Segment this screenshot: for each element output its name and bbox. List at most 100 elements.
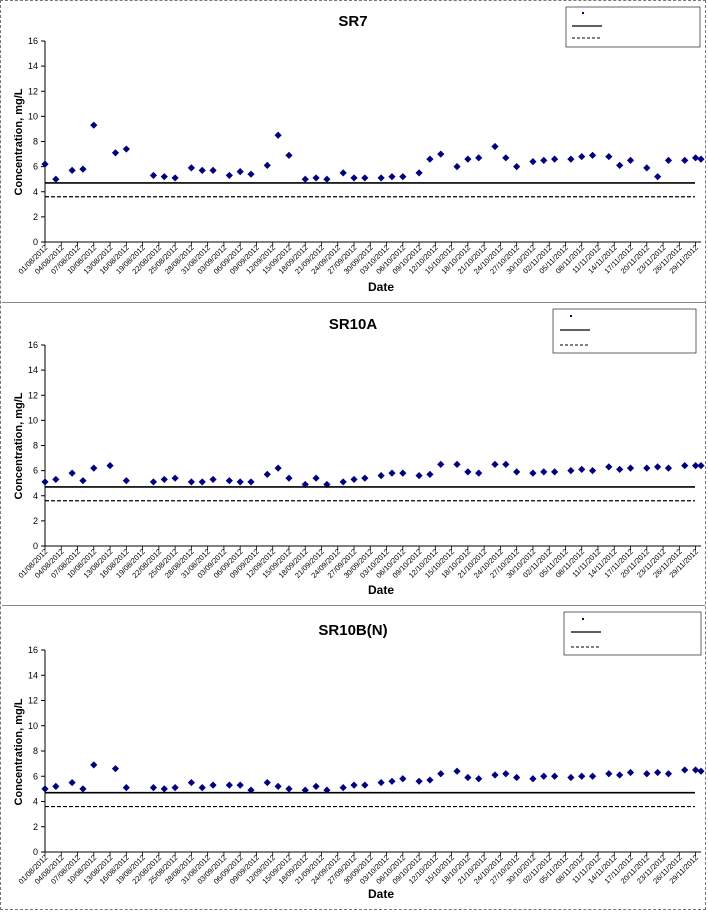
data-point-marker	[578, 465, 586, 473]
legend-marker-sample	[570, 315, 572, 317]
y-tick-label: 8	[33, 746, 38, 756]
data-point-marker	[588, 467, 597, 475]
data-point-marker	[502, 770, 510, 778]
y-tick-label: 14	[28, 365, 38, 375]
data-point-marker	[437, 460, 445, 468]
data-point-marker	[41, 785, 49, 793]
data-point-marker	[122, 145, 130, 153]
data-point-marker	[339, 478, 347, 486]
data-point-marker	[160, 475, 168, 484]
data-point-marker	[79, 785, 87, 793]
x-axis-label: Date	[368, 280, 394, 294]
data-point-marker	[90, 464, 98, 472]
data-point-marker	[225, 477, 233, 485]
data-point-marker	[361, 781, 369, 789]
data-point-marker	[540, 468, 548, 476]
legend-box	[565, 6, 701, 48]
data-point-marker	[654, 463, 662, 471]
data-point-marker	[236, 478, 244, 486]
x-axis-label: Date	[368, 583, 394, 597]
data-point-marker	[361, 174, 369, 182]
data-point-marker	[52, 475, 60, 484]
data-point-marker	[225, 781, 233, 789]
data-point-marker	[491, 771, 499, 779]
y-tick-label: 8	[33, 441, 38, 451]
data-point-marker	[399, 775, 407, 783]
legend-box	[552, 308, 697, 354]
chart-panel-sr7: SR7 Concentration, mg/L Date 0 2 4 6 8 10 12 14…	[2, 2, 705, 300]
chart-sr10bn: SR10B(N) Concentration, mg/L Date 0 2 4 6 8 1…	[13, 611, 705, 901]
data-point-marker	[171, 474, 179, 482]
data-point-marker	[225, 171, 233, 180]
data-point-marker	[513, 468, 521, 476]
data-point-marker	[605, 770, 613, 778]
data-point-marker	[529, 158, 537, 166]
y-tick-label: 8	[33, 137, 38, 147]
data-point-marker	[198, 478, 206, 486]
y-tick-label: 2	[33, 516, 38, 526]
y-tick-label: 0	[33, 847, 38, 857]
data-point-marker	[236, 168, 244, 176]
data-point-marker	[339, 169, 347, 177]
data-point-marker	[111, 149, 120, 157]
data-point-marker	[388, 469, 396, 477]
data-point-marker	[491, 142, 499, 151]
y-tick-label: 10	[28, 111, 38, 121]
y-tick-label: 4	[33, 797, 38, 807]
chart-legend	[552, 308, 697, 354]
data-point-marker	[388, 173, 396, 181]
data-point-marker	[187, 478, 195, 486]
y-tick-label: 4	[33, 187, 38, 197]
data-point-marker	[68, 166, 76, 174]
data-point-marker	[247, 478, 255, 486]
data-point-marker	[475, 775, 483, 783]
data-point-marker	[551, 155, 559, 163]
data-point-marker	[437, 150, 445, 158]
data-point-marker	[664, 770, 673, 778]
data-point-marker	[149, 784, 158, 792]
data-point-marker	[285, 474, 293, 482]
y-tick-label: 12	[28, 86, 38, 96]
data-point-marker	[437, 770, 445, 778]
data-point-marker	[453, 163, 461, 171]
data-point-marker	[323, 175, 331, 183]
data-point-marker	[236, 781, 244, 789]
data-point-marker	[464, 155, 472, 163]
data-point-marker	[187, 778, 195, 787]
chart-legend	[563, 611, 702, 656]
data-point-marker	[567, 155, 575, 163]
data-point-marker	[697, 462, 705, 470]
data-point-marker	[691, 766, 700, 774]
panel-divider	[2, 302, 705, 303]
data-point-marker	[551, 772, 559, 780]
data-point-marker	[567, 467, 575, 475]
y-tick-label: 12	[28, 390, 38, 400]
data-point-marker	[377, 174, 385, 182]
data-point-marker	[475, 154, 483, 162]
data-point-marker	[616, 161, 624, 169]
data-point-marker	[90, 761, 98, 769]
data-point-marker	[605, 463, 613, 471]
data-point-marker	[285, 785, 293, 793]
chart-legend	[565, 6, 701, 48]
y-axis-label: Concentration, mg/L	[13, 698, 25, 805]
data-point-marker	[616, 771, 624, 779]
data-point-marker	[149, 478, 158, 486]
data-point-marker	[626, 768, 635, 777]
chart-title: SR10B(N)	[318, 622, 387, 639]
data-point-marker	[426, 155, 434, 163]
y-tick-label: 16	[28, 645, 38, 655]
y-tick-label: 16	[28, 340, 38, 350]
data-point-marker	[274, 464, 282, 472]
data-point-marker	[567, 773, 575, 782]
chart-title: SR10A	[329, 316, 378, 333]
data-point-marker	[626, 156, 635, 164]
data-point-marker	[643, 770, 651, 778]
data-point-marker	[453, 767, 461, 775]
data-point-marker	[513, 773, 521, 782]
data-point-marker	[502, 460, 510, 468]
data-point-marker	[588, 151, 597, 159]
data-point-marker	[106, 462, 114, 470]
data-point-marker	[274, 782, 282, 790]
y-tick-label: 0	[33, 237, 38, 247]
